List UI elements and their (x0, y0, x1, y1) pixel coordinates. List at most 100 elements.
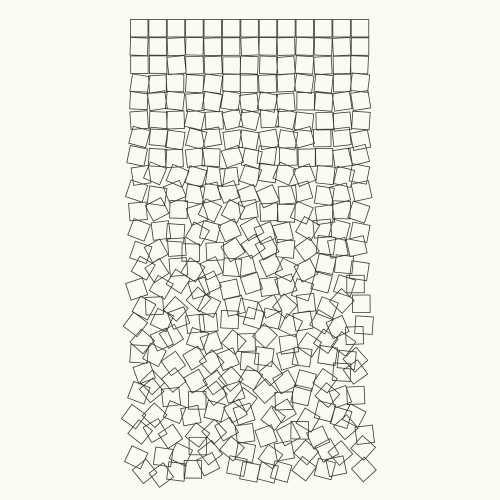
square-r14-c9 (290, 278, 315, 302)
square-r9-c2 (162, 179, 187, 204)
square-r22-c1 (142, 418, 168, 444)
square-r11-c0 (127, 218, 151, 242)
square-r20-c8 (274, 391, 294, 411)
square-r21-c5 (223, 398, 248, 424)
square-r14-c5 (218, 278, 241, 301)
square-r1-c7 (258, 37, 278, 56)
square-r12-c12 (345, 235, 368, 258)
square-r2-c10 (313, 55, 333, 76)
square-r18-c10 (317, 345, 339, 366)
square-r21-c7 (260, 405, 287, 431)
square-r11-c11 (328, 218, 351, 241)
square-r6-c8 (277, 129, 299, 151)
square-r0-c9 (295, 19, 314, 38)
square-r4-c11 (331, 90, 353, 112)
square-r11-c6 (239, 216, 265, 242)
square-r16-c8 (278, 313, 304, 338)
square-r10-c9 (289, 200, 314, 225)
square-r6-c10 (312, 128, 332, 148)
square-r6-c9 (292, 126, 315, 149)
square-r16-c4 (198, 312, 219, 333)
square-r1-c12 (350, 37, 370, 56)
square-r23-c3 (188, 436, 208, 456)
square-r19-c5 (217, 365, 244, 392)
square-r4-c6 (239, 92, 260, 114)
square-r18-c5 (216, 347, 240, 372)
square-r2-c3 (185, 55, 204, 75)
square-r14-c8 (274, 273, 298, 297)
square-r9-c8 (277, 184, 298, 205)
square-r9-c1 (146, 185, 168, 207)
square-r24-c2 (166, 461, 187, 482)
square-r15-c0 (131, 295, 157, 321)
square-r20-c3 (188, 391, 207, 410)
square-r19-c3 (182, 368, 208, 394)
square-r18-c0 (129, 344, 149, 364)
square-r15-c9 (295, 293, 317, 314)
square-r11-c5 (217, 218, 242, 243)
square-r15-c8 (271, 293, 298, 320)
square-r13-c10 (314, 253, 337, 276)
square-r10-c10 (314, 204, 336, 225)
square-r24-c7 (256, 461, 279, 484)
square-r0-c8 (277, 19, 296, 38)
square-r8-c4 (204, 165, 226, 187)
square-r19-c6 (238, 365, 264, 391)
square-r21-c11 (329, 406, 353, 429)
square-r4-c8 (275, 92, 296, 113)
square-r10-c3 (185, 202, 209, 226)
square-r8-c10 (315, 164, 336, 186)
square-r17-c12 (345, 325, 365, 346)
square-r5-c12 (351, 110, 371, 131)
square-r1-c3 (185, 36, 204, 56)
square-r17-c9 (296, 332, 323, 358)
square-r6-c12 (349, 129, 372, 151)
square-r14-c7 (258, 276, 280, 297)
square-r19-c1 (139, 369, 166, 396)
square-r12-c7 (254, 235, 280, 261)
square-r16-c1 (149, 307, 175, 333)
square-r0-c11 (332, 19, 351, 38)
square-r6-c7 (258, 128, 280, 151)
square-r19-c7 (257, 360, 284, 387)
square-r17-c1 (149, 327, 174, 352)
square-r14-c1 (148, 274, 174, 300)
square-r16-c11 (325, 314, 350, 340)
square-r18-c4 (198, 348, 225, 375)
square-r14-c10 (310, 271, 333, 294)
square-r23-c8 (273, 440, 295, 462)
square-r4-c7 (256, 91, 279, 113)
square-r5-c2 (166, 110, 185, 130)
square-r23-c11 (327, 440, 354, 466)
square-r19-c9 (294, 369, 317, 392)
square-r21-c8 (271, 398, 297, 424)
square-r14-c11 (333, 274, 357, 298)
square-r16-c9 (292, 310, 314, 332)
square-r21-c1 (141, 402, 168, 429)
square-r20-c2 (160, 386, 182, 408)
square-r8-c6 (238, 163, 263, 188)
square-r20-c1 (138, 377, 165, 404)
square-r15-c4 (196, 293, 222, 318)
square-r1-c8 (276, 37, 296, 56)
square-r23-c1 (152, 446, 174, 468)
square-r18-c3 (182, 345, 208, 371)
square-r4-c1 (146, 90, 168, 112)
square-r19-c10 (312, 367, 338, 394)
square-r12-c2 (166, 237, 187, 257)
square-r22-c2 (157, 423, 184, 450)
square-r22-c4 (201, 418, 228, 445)
square-r16-c10 (309, 309, 335, 335)
square-r5-c3 (183, 108, 206, 131)
square-r24-c11 (325, 455, 348, 478)
square-r22-c8 (275, 421, 301, 447)
square-r24-c8 (269, 460, 293, 483)
square-r12-c1 (143, 238, 169, 264)
square-r1-c9 (295, 36, 315, 56)
square-r9-c11 (328, 182, 352, 205)
square-r20-c0 (127, 380, 151, 405)
square-r18-c1 (142, 342, 167, 368)
square-r17-c7 (252, 322, 278, 349)
square-r21-c12 (341, 403, 367, 429)
square-r7-c5 (220, 145, 245, 169)
